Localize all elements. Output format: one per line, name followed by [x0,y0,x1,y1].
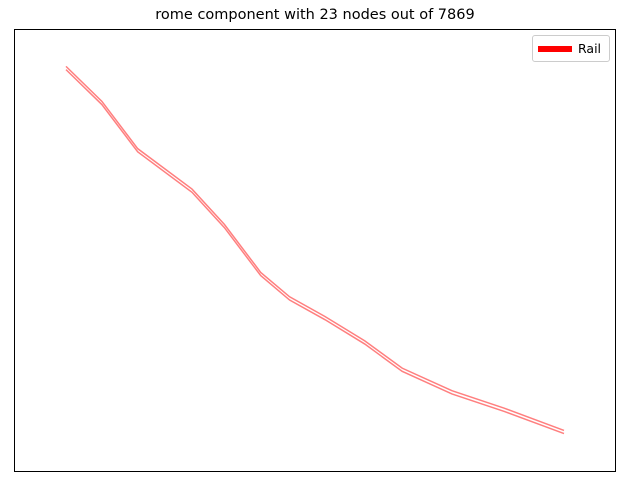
legend: Rail [532,35,610,62]
series-line-rail-track-2 [65,69,565,435]
legend-label-rail: Rail [578,41,602,56]
axes-frame [14,29,616,472]
series-line-rail-track-1 [65,65,565,432]
chart-title: rome component with 23 nodes out of 7869 [155,7,475,23]
series-layer [65,65,565,435]
legend-swatch-rail [538,46,572,52]
